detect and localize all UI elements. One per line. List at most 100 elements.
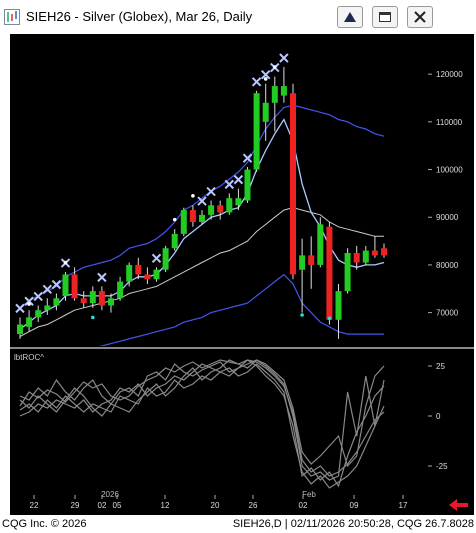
x-year-label: 2026 (101, 490, 119, 499)
candle-body (199, 214, 205, 222)
signal-dot (191, 193, 195, 198)
x-tick-label: 09 (350, 501, 359, 510)
close-icon (414, 11, 426, 23)
price-chart[interactable]: 120000 110000 100000 90000 80000 70000 lbtROC^… (0, 0, 476, 515)
signal-x-marker (97, 272, 107, 283)
candle-body (126, 264, 133, 282)
candle-body (144, 274, 151, 280)
candle-body (26, 317, 33, 327)
candle-body (208, 205, 215, 215)
x-month-label: Feb (302, 490, 316, 499)
signal-x-marker (279, 53, 289, 63)
signal-x-marker (151, 253, 162, 264)
signal-dot (63, 260, 68, 265)
candle-body (235, 198, 242, 206)
candle-body (371, 250, 378, 256)
candle-body (299, 255, 306, 270)
roc-line (19, 363, 385, 489)
x-tick-label: 22 (30, 501, 39, 510)
copyright-text: CQG Inc. © 2026 (2, 518, 87, 530)
y-tick-label: 110000 (436, 118, 463, 127)
middle-band-line (19, 207, 384, 337)
candle-body (262, 102, 269, 122)
y-tick-label: 90000 (436, 213, 459, 222)
candle-body (280, 86, 287, 96)
candle-body (89, 291, 96, 304)
candle-body (44, 305, 51, 311)
x-tick-label: 20 (211, 501, 220, 510)
candle-body (244, 169, 251, 201)
x-tick-label: 12 (161, 501, 170, 510)
candle-body (226, 198, 233, 213)
roc-tick-label: 0 (436, 412, 441, 421)
x-tick-label: 29 (71, 501, 80, 510)
pane-separator[interactable] (10, 347, 474, 349)
roc-tick-label: 25 (436, 362, 445, 371)
candle-body (189, 210, 196, 222)
lower-band-line (99, 273, 384, 346)
restore-button[interactable] (372, 6, 398, 28)
signal-x-marker (224, 179, 235, 190)
candle-body (217, 205, 224, 213)
status-bar: CQG Inc. © 2026 SIEH26,D | 02/11/2026 20… (0, 515, 476, 533)
roc-tick-label: -25 (436, 462, 448, 471)
candle-body (98, 291, 105, 306)
signal-x-marker (260, 69, 271, 80)
chart-plot-area[interactable] (10, 34, 428, 495)
signal-dot-cyan (300, 313, 304, 317)
candle-body (35, 310, 42, 318)
x-tick-label: 26 (249, 501, 258, 510)
signal-x-marker (24, 296, 34, 306)
x-tick-label: 02 (98, 501, 107, 510)
indicator-label: lbtROC^ (14, 353, 44, 362)
candle-body (71, 274, 78, 299)
candle-body (53, 298, 60, 306)
price-pane (15, 53, 387, 346)
signal-dot (273, 65, 277, 69)
triangle-up-button[interactable] (337, 6, 363, 28)
symbol-timestamp-text: SIEH26,D | 02/11/2026 20:50:28, CQG 26.7… (232, 518, 474, 530)
roc-line (19, 359, 385, 468)
upper-band-line (19, 104, 385, 309)
candle-body (381, 248, 387, 256)
signal-x-marker (51, 279, 62, 290)
signal-x-marker (206, 186, 216, 197)
y-tick-label: 120000 (436, 70, 463, 79)
window-icon (379, 12, 391, 22)
y-axis-panel[interactable] (428, 34, 474, 495)
signal-x-marker (33, 291, 43, 302)
candle-body (153, 269, 160, 280)
roc-line (19, 359, 385, 477)
title-bar[interactable]: SIEH26 - Silver (Globex), Mar 26, Daily (0, 0, 476, 34)
x-tick-label: 02 (299, 501, 308, 510)
candle-body (253, 93, 260, 170)
signal-x-marker (251, 77, 262, 87)
candle-body (17, 324, 23, 335)
scroll-left-arrow-icon[interactable] (447, 497, 471, 513)
candle-body (290, 93, 296, 275)
signal-dot (27, 302, 31, 306)
x-tick-label: 17 (399, 501, 408, 510)
y-tick-label: 100000 (436, 166, 463, 175)
roc-line (19, 359, 385, 488)
signal-dot (172, 217, 177, 222)
close-button[interactable] (407, 6, 433, 28)
candle-body (344, 253, 351, 292)
x-tick-label: 05 (113, 501, 122, 510)
signal-x-marker (242, 153, 253, 163)
signal-x-marker (42, 284, 53, 295)
signal-dot-cyan (91, 315, 95, 320)
candle-body (135, 264, 142, 275)
candle-body (308, 255, 315, 265)
candle-body (180, 210, 187, 234)
candle-body (353, 253, 360, 263)
signal-dot (263, 77, 268, 81)
candle-body (335, 291, 342, 320)
triangle-icon (344, 12, 356, 22)
y-tick-label: 80000 (436, 261, 459, 270)
moving-average-line (19, 118, 385, 330)
chart-app-icon (4, 9, 20, 25)
candle-body (80, 298, 87, 304)
signal-x-marker (197, 196, 207, 206)
x-axis-panel[interactable] (10, 495, 474, 515)
